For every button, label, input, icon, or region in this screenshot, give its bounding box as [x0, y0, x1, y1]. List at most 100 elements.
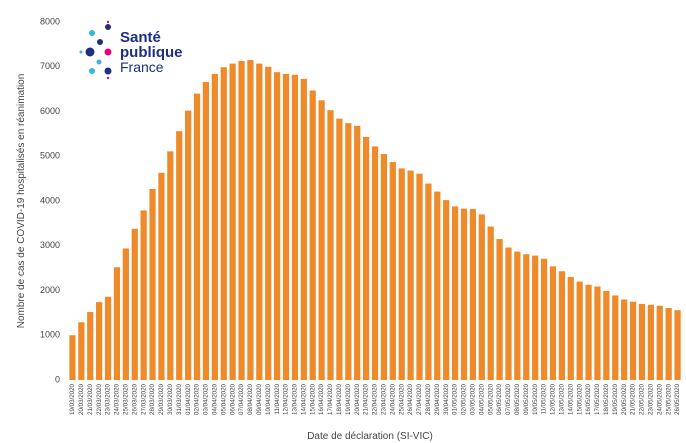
x-tick-label: 20/04/2020	[354, 383, 361, 415]
bar	[362, 137, 370, 380]
bar	[532, 255, 539, 380]
bar	[87, 311, 94, 380]
bar	[131, 228, 138, 380]
bar	[540, 258, 548, 380]
x-tick-label: 18/05/2020	[603, 383, 610, 415]
bar	[389, 162, 396, 380]
x-tick-label: 16/05/2020	[585, 383, 592, 415]
bar	[78, 322, 85, 380]
y-tick-label: 8000	[40, 16, 60, 26]
bar	[167, 151, 174, 380]
x-tick-label: 23/03/2020	[105, 383, 112, 415]
x-tick-label: 19/05/2020	[612, 383, 619, 415]
bar	[612, 295, 619, 380]
x-tick-label: 05/04/2020	[220, 383, 227, 415]
bar	[674, 310, 681, 380]
y-tick-label: 4000	[40, 195, 60, 205]
x-tick-label: 06/04/2020	[229, 383, 236, 415]
bar	[318, 100, 325, 380]
bar	[416, 173, 423, 380]
x-tick-label: 07/04/2020	[238, 383, 245, 415]
bar	[451, 206, 459, 380]
bar	[371, 146, 379, 380]
bar	[567, 277, 574, 380]
bar	[104, 296, 112, 380]
x-tick-label: 11/05/2020	[541, 383, 548, 414]
bar	[220, 67, 227, 380]
bar	[149, 188, 156, 380]
x-tick-label: 13/04/2020	[292, 383, 299, 415]
x-axis-title: Date de déclaration (SI-VIC)	[307, 431, 433, 442]
x-tick-label: 03/04/2020	[203, 383, 210, 415]
x-tick-label: 02/04/2020	[194, 383, 201, 415]
bar	[256, 63, 263, 381]
x-tick-label: 08/05/2020	[514, 383, 521, 415]
bar	[487, 226, 494, 380]
bar	[229, 63, 236, 381]
x-tick-label: 04/04/2020	[211, 383, 218, 415]
x-tick-label: 24/04/2020	[389, 383, 396, 415]
x-tick-label: 09/04/2020	[256, 383, 263, 415]
x-tick-label: 14/04/2020	[300, 383, 307, 415]
x-tick-label: 21/04/2020	[363, 383, 370, 415]
bar	[265, 66, 272, 380]
bar	[185, 110, 192, 380]
bar	[496, 239, 503, 380]
bar	[113, 267, 121, 380]
bar	[505, 247, 512, 380]
x-tick-label: 23/04/2020	[381, 383, 388, 415]
x-tick-label: 19/03/2020	[69, 383, 76, 415]
x-tick-label: 17/05/2020	[594, 383, 601, 415]
y-tick-label: 5000	[40, 151, 60, 161]
bar	[69, 335, 76, 380]
bar	[336, 118, 343, 380]
x-tick-label: 06/05/2020	[496, 383, 503, 415]
x-tick-label: 03/05/2020	[470, 383, 477, 415]
bar	[380, 154, 388, 380]
bar	[238, 60, 245, 381]
bar	[211, 73, 218, 380]
x-tick-label: 31/03/2020	[176, 383, 183, 415]
x-tick-label: 10/05/2020	[532, 383, 539, 415]
bar	[282, 73, 290, 380]
logo: Santé publique France	[79, 20, 183, 80]
x-tick-label: 28/04/2020	[425, 383, 432, 415]
bar	[193, 93, 201, 380]
x-tick-label: 17/04/2020	[327, 383, 334, 415]
bar	[96, 302, 103, 380]
bar	[478, 214, 485, 380]
x-tick-label: 23/05/2020	[647, 383, 654, 415]
y-tick-label: 0	[55, 374, 60, 384]
bar	[460, 208, 468, 380]
bar	[407, 170, 414, 380]
bar	[247, 60, 254, 380]
bar	[469, 209, 476, 380]
y-tick-label: 6000	[40, 106, 60, 116]
x-tick-label: 26/04/2020	[407, 383, 414, 415]
bar	[558, 271, 565, 380]
bar	[300, 78, 307, 381]
y-tick-label: 2000	[40, 285, 60, 295]
x-tick-label: 10/04/2020	[265, 383, 272, 415]
logo-text: France	[120, 59, 164, 75]
x-tick-label: 02/05/2020	[461, 383, 468, 415]
y-tick-label: 3000	[40, 240, 60, 250]
bar	[665, 307, 672, 380]
x-tick-label: 15/05/2020	[576, 383, 583, 415]
x-tick-label: 27/03/2020	[140, 383, 147, 415]
bar	[309, 90, 316, 380]
bar	[354, 125, 361, 380]
x-tick-label: 16/04/2020	[318, 383, 325, 415]
bar	[549, 266, 557, 380]
x-tick-label: 21/03/2020	[87, 383, 94, 415]
x-tick-label: 11/04/2020	[274, 383, 281, 414]
x-tick-label: 25/04/2020	[398, 383, 405, 415]
x-tick-label: 12/05/2020	[550, 383, 557, 415]
x-tick-label: 30/03/2020	[167, 383, 174, 415]
y-tick-label: 1000	[40, 330, 60, 340]
bar	[576, 281, 583, 380]
x-tick-label: 15/04/2020	[309, 383, 316, 415]
bar	[122, 248, 129, 380]
x-tick-label: 27/04/2020	[416, 383, 423, 415]
